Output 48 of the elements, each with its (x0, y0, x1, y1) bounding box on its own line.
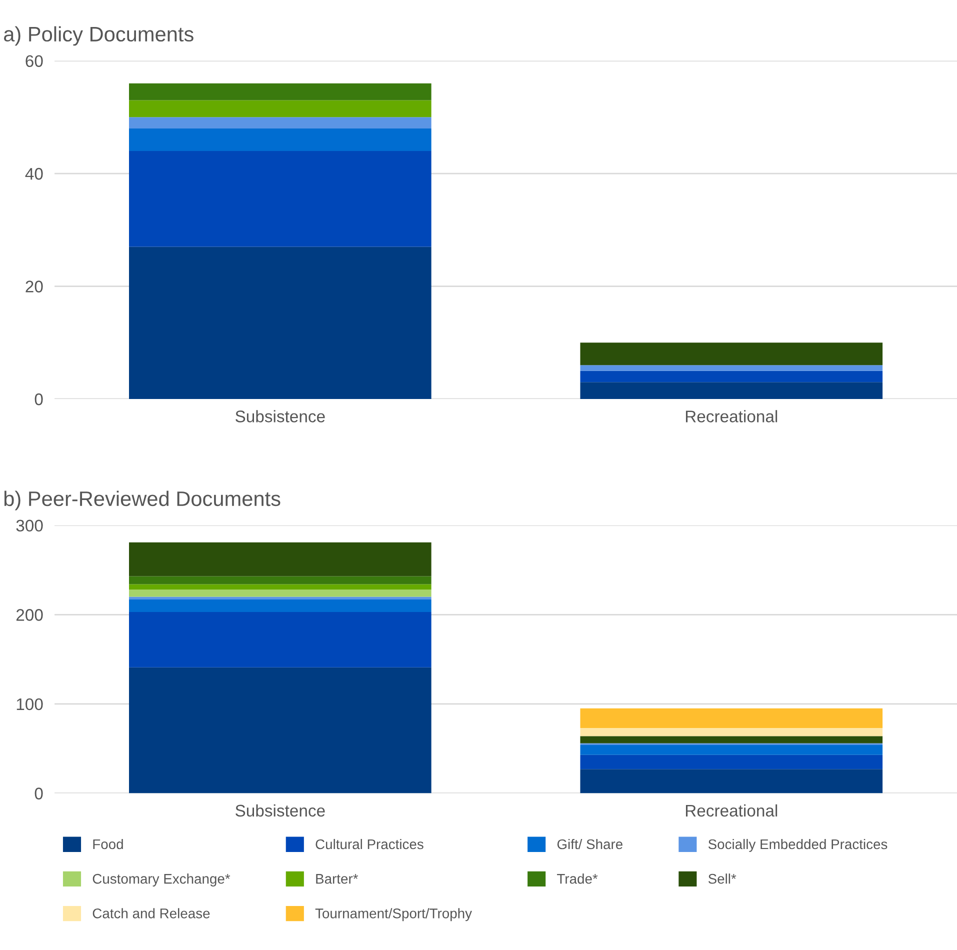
x-tick-label: Subsistence (236, 804, 325, 817)
legend-label: Sell* (708, 874, 736, 884)
bar (580, 728, 883, 736)
bar (580, 736, 883, 744)
bar (129, 246, 432, 399)
x-tick-label: Recreational (686, 410, 778, 422)
bar (580, 769, 883, 794)
chart-title: b) Peer-Reviewed Documents (4, 490, 280, 510)
x-tick-label: Recreational (686, 804, 778, 817)
bar (580, 745, 883, 755)
bar (129, 667, 432, 794)
bar (129, 128, 432, 151)
legend-label: Food (93, 838, 123, 850)
y-tick-label: 300 (16, 520, 43, 532)
bar (129, 150, 432, 247)
y-tick-label: 60 (26, 55, 43, 68)
legend-label: Cultural Practices (316, 838, 424, 850)
bar (580, 370, 883, 382)
bar (129, 590, 432, 597)
bar (580, 342, 883, 366)
legend-label: Socially Embedded Practices (708, 838, 888, 852)
legend-label: Trade* (557, 874, 598, 884)
y-tick-label: 40 (25, 168, 43, 180)
x-tick-label: Subsistence (236, 410, 325, 422)
legend-label: Gift/ Share (557, 838, 622, 850)
chart-title: a) Policy Documents (4, 26, 194, 46)
y-tick-label: 100 (16, 698, 43, 710)
bar (129, 83, 432, 100)
bar (129, 584, 432, 590)
y-tick-label: 0 (34, 788, 43, 800)
bar (129, 542, 432, 576)
bar (129, 612, 432, 668)
legend-label: Catch and Release (92, 908, 210, 918)
bar (129, 576, 432, 584)
bar (580, 382, 883, 399)
y-tick-label: 20 (26, 280, 43, 292)
legend-label: Tournament/Sport/Trophy (315, 908, 472, 922)
y-tick-label: 0 (34, 393, 43, 406)
bar (580, 708, 883, 728)
bar (580, 365, 883, 371)
bar (129, 117, 432, 128)
bar (129, 596, 432, 600)
legend-label: Barter* (316, 874, 358, 884)
bar (129, 599, 432, 612)
bar (580, 754, 883, 770)
y-tick-label: 200 (16, 609, 43, 621)
bar (129, 100, 432, 118)
legend-label: Customary Exchange* (92, 874, 230, 886)
